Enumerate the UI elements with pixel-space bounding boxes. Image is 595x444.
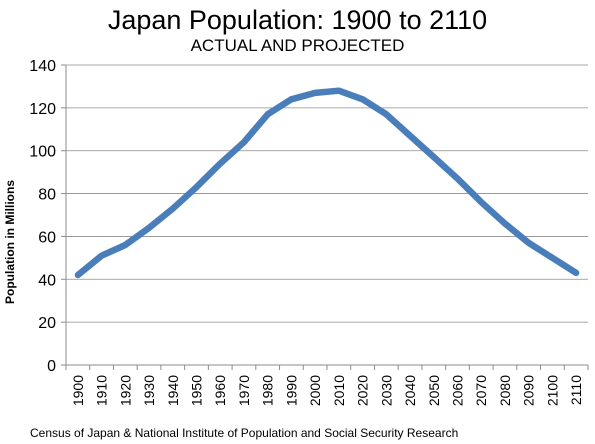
axes — [61, 64, 589, 370]
x-tick-label: 1900 — [70, 375, 86, 406]
source-note: Census of Japan & National Institute of … — [30, 426, 459, 440]
x-tick-label: 2100 — [544, 375, 560, 406]
x-tick-label: 1920 — [117, 375, 133, 406]
x-tick-label: 1940 — [165, 375, 181, 406]
x-tick-label: 2110 — [568, 375, 584, 405]
x-tick-label: 1950 — [189, 375, 205, 406]
x-tick-label: 1970 — [236, 375, 252, 406]
grid-lines — [66, 64, 588, 323]
x-tick-label: 1980 — [260, 375, 276, 406]
y-axis-label: Population in Millions — [3, 180, 17, 304]
chart-subtitle: ACTUAL AND PROJECTED — [190, 36, 405, 55]
y-tick-label: 40 — [38, 272, 56, 289]
y-tick-label: 0 — [47, 358, 56, 375]
x-tick-labels: 1900 1910 1920 1930 1940 1950 1960 1970 1980 1990… — [70, 375, 584, 406]
y-tick-label: 120 — [29, 101, 56, 118]
x-tick-label: 2090 — [521, 375, 537, 406]
x-tick-label: 1910 — [94, 375, 110, 406]
x-tick-label: 1960 — [212, 375, 228, 406]
y-tick-label: 140 — [29, 58, 56, 75]
y-tick-label: 100 — [29, 144, 56, 161]
y-tick-label: 20 — [38, 315, 56, 332]
x-tick-label: 1990 — [283, 375, 299, 406]
x-tick-label: 2000 — [307, 375, 323, 406]
x-tick-label: 1930 — [141, 375, 157, 406]
x-tick-label: 2060 — [450, 375, 466, 406]
x-tick-label: 2020 — [355, 375, 371, 406]
x-tick-label: 2050 — [426, 375, 442, 406]
series-layer — [74, 87, 580, 279]
series-line — [74, 87, 580, 279]
y-tick-label: 60 — [38, 229, 56, 246]
x-tick-label: 2010 — [331, 375, 347, 406]
x-tick-label: 2070 — [473, 375, 489, 406]
x-tick-label: 2030 — [378, 375, 394, 406]
chart-title: Japan Population: 1900 to 2110 — [107, 5, 488, 35]
y-tick-label: 80 — [38, 187, 56, 204]
x-tick-label: 2040 — [402, 375, 418, 406]
x-tick-label: 2080 — [497, 375, 513, 406]
y-tick-labels: 0 20 40 60 80 100 120 140 — [29, 58, 56, 375]
